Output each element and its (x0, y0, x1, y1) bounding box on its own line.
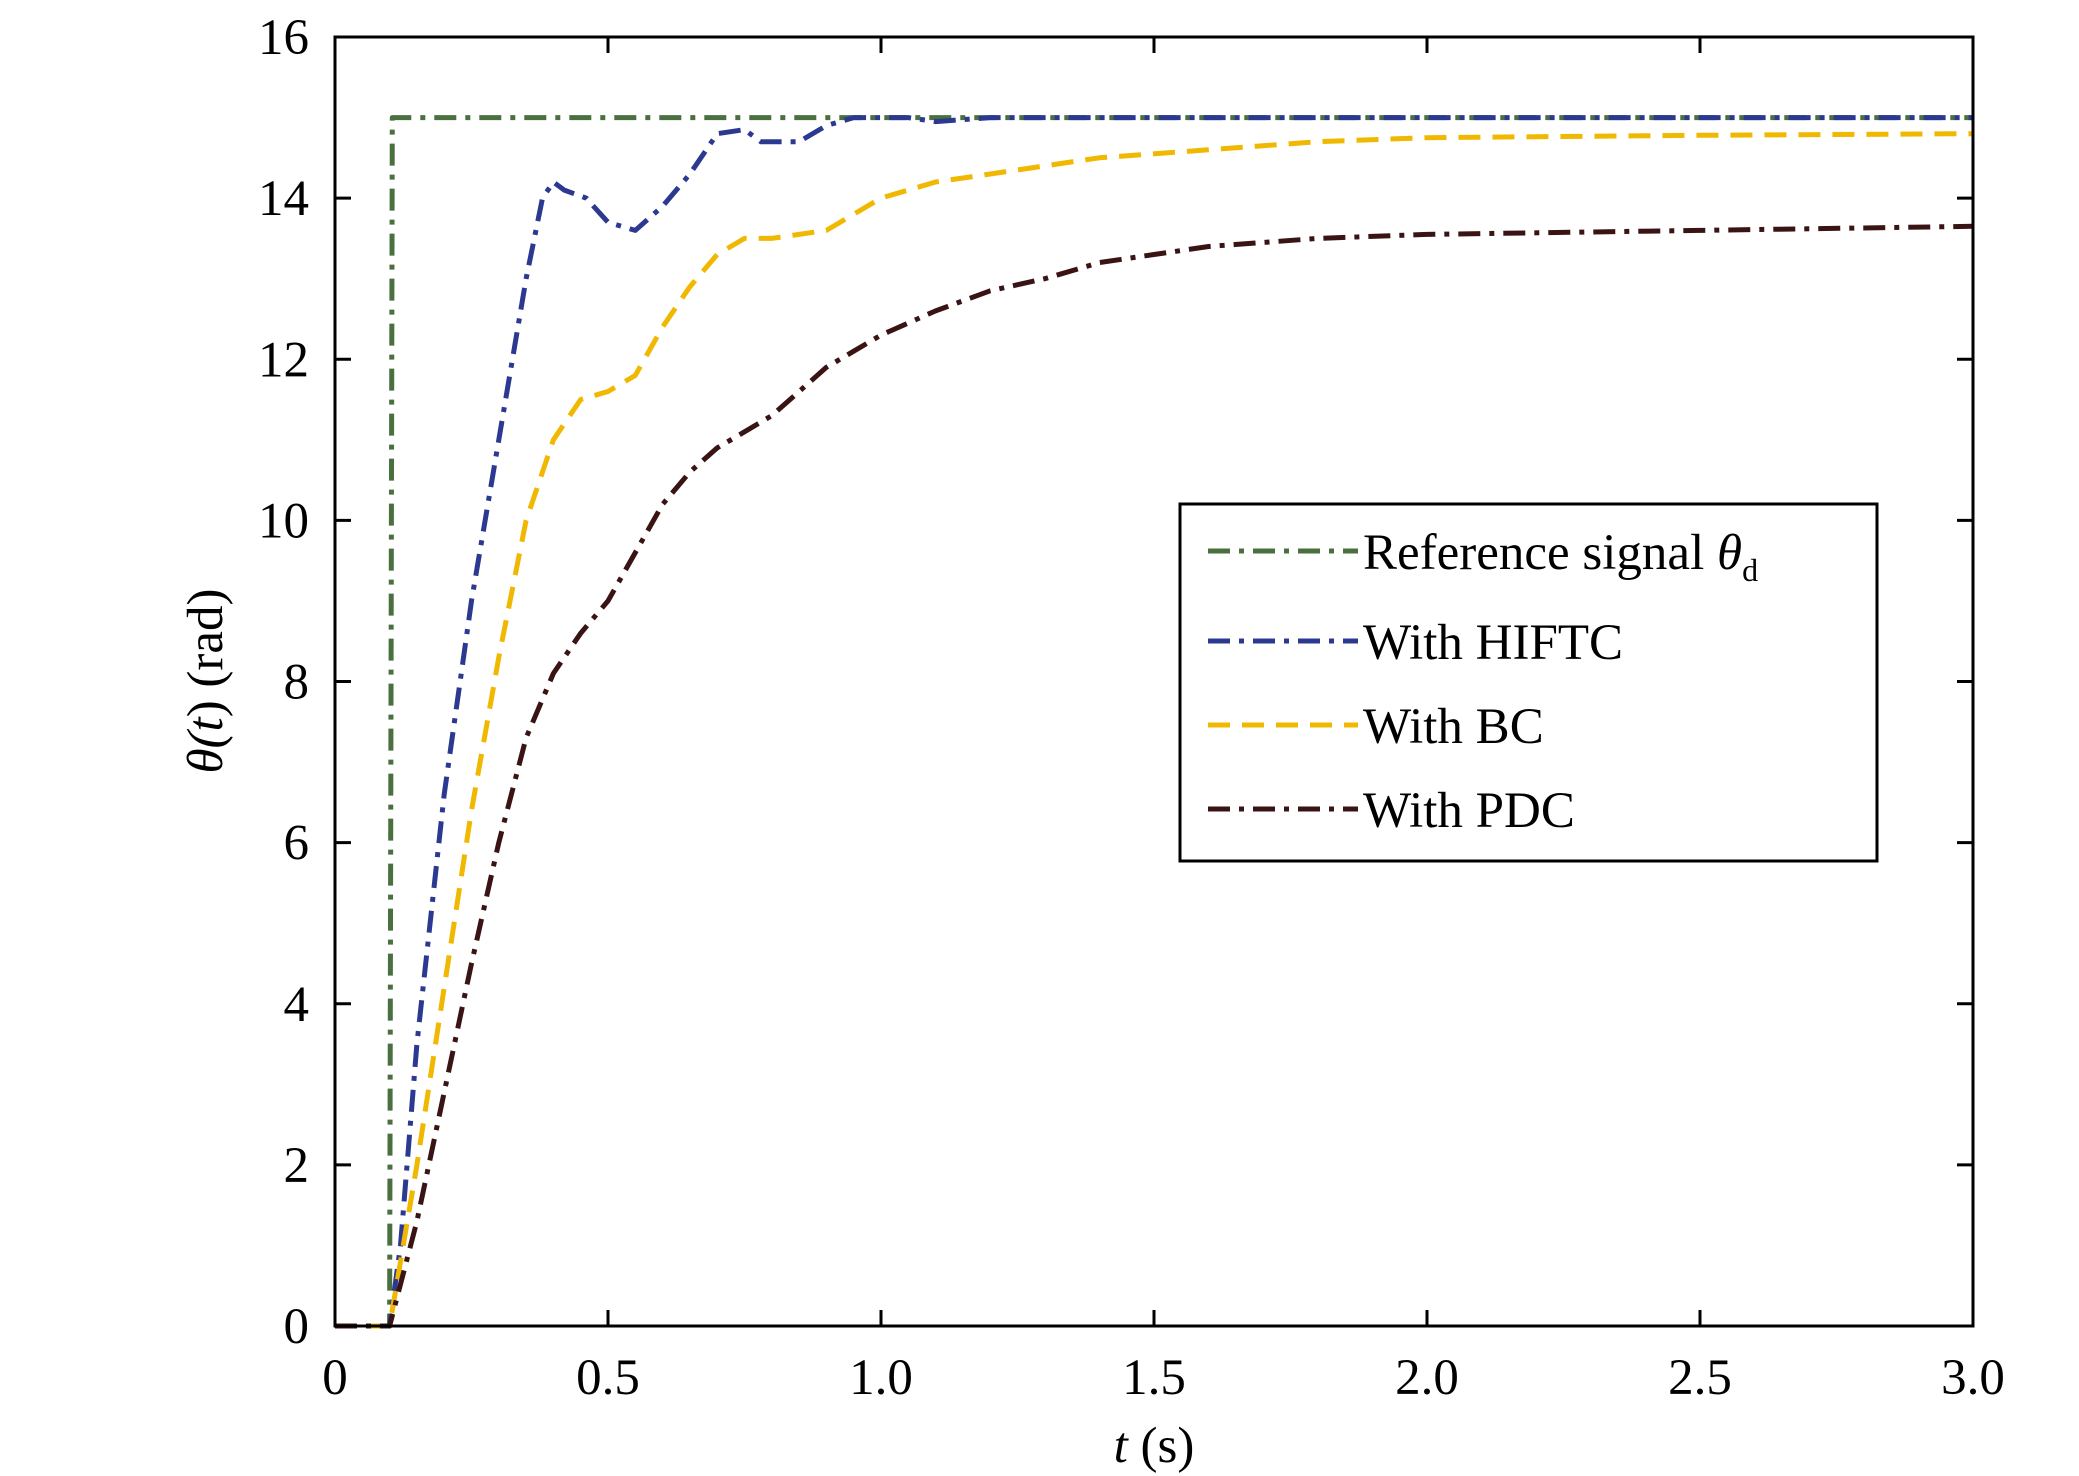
y-tick-label: 12 (258, 332, 309, 388)
series-line-2 (335, 131, 1974, 1329)
x-tick-label: 2.5 (1668, 1350, 1732, 1406)
y-tick-label: 4 (284, 977, 310, 1033)
series-layer (335, 115, 1974, 1329)
y-tick-label: 8 (284, 655, 310, 711)
legend-label-1: With HIFTC (1363, 615, 1623, 671)
x-tick-label: 2.0 (1395, 1350, 1459, 1406)
legend-label-3: With PDC (1363, 783, 1575, 839)
y-tick-label: 0 (284, 1299, 310, 1355)
y-tick-label: 10 (258, 493, 309, 549)
legend-label-0: Reference signal θd (1363, 525, 1758, 588)
y-tick-label: 14 (258, 171, 309, 227)
y-tick-label: 2 (284, 1138, 310, 1194)
x-tick-label: 3.0 (1941, 1350, 2005, 1406)
x-tick-label: 0.5 (576, 1350, 640, 1406)
y-tick-label: 6 (284, 816, 310, 872)
series-line-1 (335, 115, 1973, 1329)
legend-label-2: With BC (1363, 699, 1544, 755)
legend: Reference signal θd With HIFTC With BC With… (1178, 502, 1879, 863)
y-tick-label: 16 (258, 10, 309, 66)
x-tick-label: 1.5 (1122, 1350, 1186, 1406)
tick-layer: 0 0.5 1.0 1.5 2.0 2.5 3.0 0 2 4 6 8 10 12 14 16 (258, 10, 2005, 1406)
y-axis-title: θ(t) (rad) (178, 588, 234, 773)
series-line-3 (335, 223, 1974, 1329)
x-tick-label: 0 (322, 1350, 348, 1406)
legend-box (1178, 502, 1879, 863)
x-tick-label: 1.0 (849, 1350, 913, 1406)
x-axis-title: t (s) (1114, 1418, 1195, 1474)
